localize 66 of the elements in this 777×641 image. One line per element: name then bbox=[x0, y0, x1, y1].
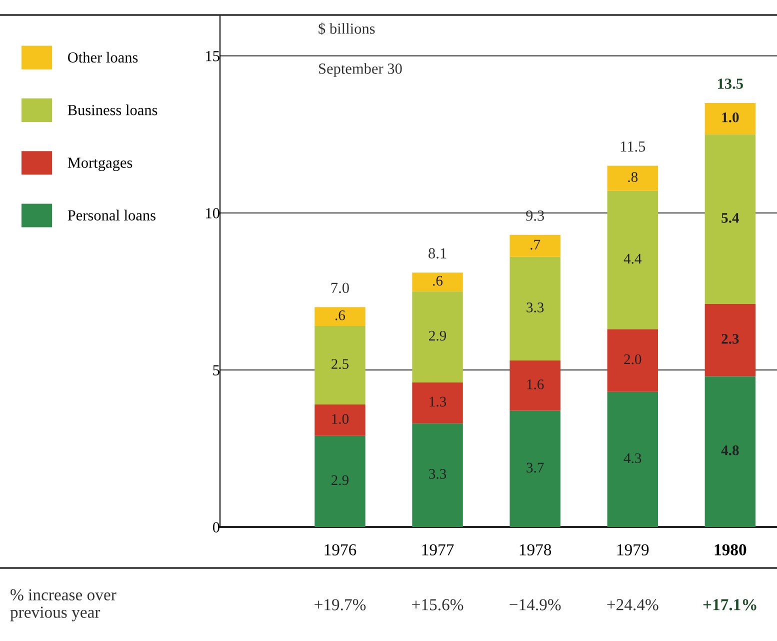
bar bbox=[314, 404, 366, 436]
data-label: 2.9 bbox=[429, 330, 446, 341]
data-label: .7 bbox=[530, 240, 540, 250]
data-label: .6 bbox=[433, 276, 443, 286]
x-tick-label: 1977 bbox=[422, 544, 454, 556]
text: +24.4% bbox=[607, 599, 658, 610]
data-label: 3.3 bbox=[429, 469, 446, 479]
total-label: 8.1 bbox=[428, 248, 446, 259]
bar bbox=[510, 360, 560, 411]
total-label: 7.0 bbox=[331, 282, 349, 294]
data-label: 2.5 bbox=[332, 359, 349, 369]
legend-label: Mortgages bbox=[68, 158, 132, 172]
y-tick-label: 5 bbox=[213, 365, 220, 376]
x-tick-label: 1978 bbox=[520, 544, 552, 556]
bar bbox=[314, 436, 366, 527]
bar bbox=[412, 272, 463, 292]
data-label: .8 bbox=[628, 172, 638, 182]
x-tick-label: 1976 bbox=[324, 544, 356, 556]
data-label: 3.7 bbox=[526, 462, 544, 473]
legend-label: Business loans bbox=[68, 104, 158, 116]
chart-subtitle: $ billions bbox=[318, 22, 375, 35]
bar bbox=[704, 376, 756, 527]
data-label: 1.0 bbox=[722, 112, 739, 122]
bar bbox=[510, 256, 560, 361]
bar bbox=[607, 392, 658, 527]
data-label: 1.0 bbox=[332, 414, 349, 424]
bar bbox=[314, 307, 366, 326]
data-label: 2.3 bbox=[722, 334, 739, 344]
bar bbox=[510, 234, 560, 257]
y-tick-label: 0 bbox=[212, 522, 220, 532]
text: −14.9% bbox=[510, 599, 561, 610]
bar bbox=[704, 102, 756, 134]
data-label: 2.9 bbox=[332, 475, 348, 486]
x-tick-label: 1979 bbox=[617, 544, 649, 556]
text: +19.7% bbox=[314, 599, 366, 610]
text: +15.6% bbox=[412, 599, 464, 610]
bar bbox=[607, 329, 658, 392]
data-label: 3.3 bbox=[526, 302, 544, 312]
bar bbox=[607, 190, 658, 330]
y-tick-label: 15 bbox=[206, 51, 220, 62]
text: % increase over previous year bbox=[10, 589, 116, 622]
total-label: 9.3 bbox=[526, 210, 544, 221]
data-label: 4.8 bbox=[721, 445, 739, 456]
legend-label: Other loans bbox=[68, 52, 138, 63]
bar bbox=[704, 134, 756, 304]
legend-label: Personal loans bbox=[68, 210, 156, 220]
text: September 30 bbox=[319, 63, 402, 77]
bar bbox=[314, 326, 366, 404]
data-label: 4.4 bbox=[624, 254, 642, 264]
data-label: 1.6 bbox=[527, 380, 544, 390]
bar bbox=[412, 291, 463, 383]
y-tick-label: 10 bbox=[206, 208, 220, 218]
total-label: 11.5 bbox=[620, 141, 646, 152]
data-label: 4.3 bbox=[624, 453, 642, 464]
bar bbox=[607, 166, 658, 191]
data-label: 2.0 bbox=[624, 354, 642, 364]
data-label: 1.3 bbox=[430, 396, 446, 407]
bar bbox=[704, 304, 756, 376]
bar bbox=[412, 423, 463, 527]
data-label: .6 bbox=[335, 310, 346, 320]
bar bbox=[412, 382, 463, 424]
total-label: 13.5 bbox=[718, 78, 743, 89]
text: +17.1% bbox=[703, 599, 756, 610]
x-tick-label: 1980 bbox=[714, 544, 746, 556]
bar bbox=[510, 410, 560, 527]
data-label: 5.4 bbox=[722, 213, 740, 223]
